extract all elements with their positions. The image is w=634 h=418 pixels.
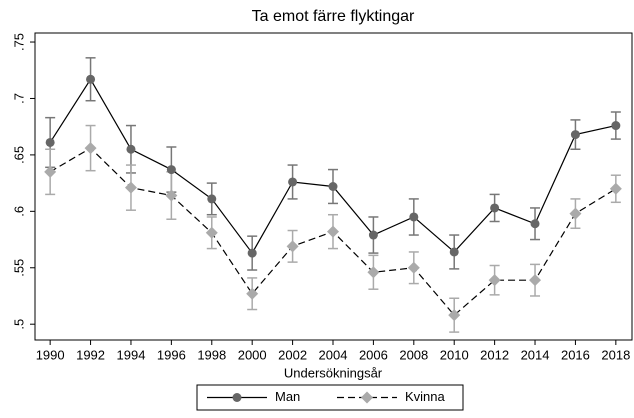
legend-label: Kvinna (405, 389, 446, 404)
x-tick-label: 1998 (197, 347, 226, 362)
x-tick-label: 2000 (238, 347, 267, 362)
marker (205, 226, 218, 239)
marker (247, 248, 257, 258)
marker (84, 142, 97, 155)
marker (126, 144, 136, 154)
marker (288, 177, 298, 187)
x-tick-label: 2008 (399, 347, 428, 362)
x-tick-label: 2006 (359, 347, 388, 362)
marker (165, 189, 178, 202)
marker (409, 212, 419, 222)
marker (326, 225, 339, 238)
marker (44, 165, 57, 178)
y-tick-label: .5 (11, 319, 26, 330)
marker (448, 309, 461, 322)
marker (368, 230, 378, 240)
marker (609, 182, 622, 195)
marker (367, 266, 380, 279)
y-tick-label: .55 (11, 259, 26, 277)
legend-label: Man (275, 389, 300, 404)
marker (569, 207, 582, 220)
x-tick-label: 2002 (278, 347, 307, 362)
x-tick-label: 2004 (319, 347, 348, 362)
x-tick-label: 1996 (157, 347, 186, 362)
marker (529, 274, 542, 287)
marker (407, 261, 420, 274)
marker (124, 181, 137, 194)
x-tick-label: 2018 (601, 347, 630, 362)
x-tick-label: 1994 (117, 347, 146, 362)
marker (166, 165, 176, 175)
y-tick-label: .6 (11, 206, 26, 217)
legend-marker (232, 393, 242, 402)
x-tick-label: 1992 (76, 347, 105, 362)
x-tick-label: 2010 (440, 347, 469, 362)
marker (45, 137, 55, 147)
legend-marker (361, 391, 373, 404)
marker (490, 203, 500, 213)
marker (611, 121, 621, 131)
marker (207, 194, 217, 204)
marker (246, 287, 259, 300)
y-tick-label: .7 (11, 93, 26, 104)
x-tick-label: 2016 (561, 347, 590, 362)
marker (449, 247, 459, 257)
plot-area (34, 32, 633, 341)
marker (328, 182, 338, 191)
y-tick-label: .65 (11, 146, 26, 164)
chart-title: Ta emot färre flyktingar (252, 8, 415, 25)
marker (86, 74, 96, 84)
x-tick-label: 2012 (480, 347, 509, 362)
marker (530, 219, 540, 229)
x-axis-title: Undersökningsår (284, 365, 383, 380)
marker (570, 130, 580, 140)
x-tick-label: 2014 (521, 347, 550, 362)
x-tick-label: 1990 (36, 347, 65, 362)
marker (488, 274, 501, 287)
y-tick-label: .75 (11, 33, 26, 51)
marker (286, 240, 299, 253)
